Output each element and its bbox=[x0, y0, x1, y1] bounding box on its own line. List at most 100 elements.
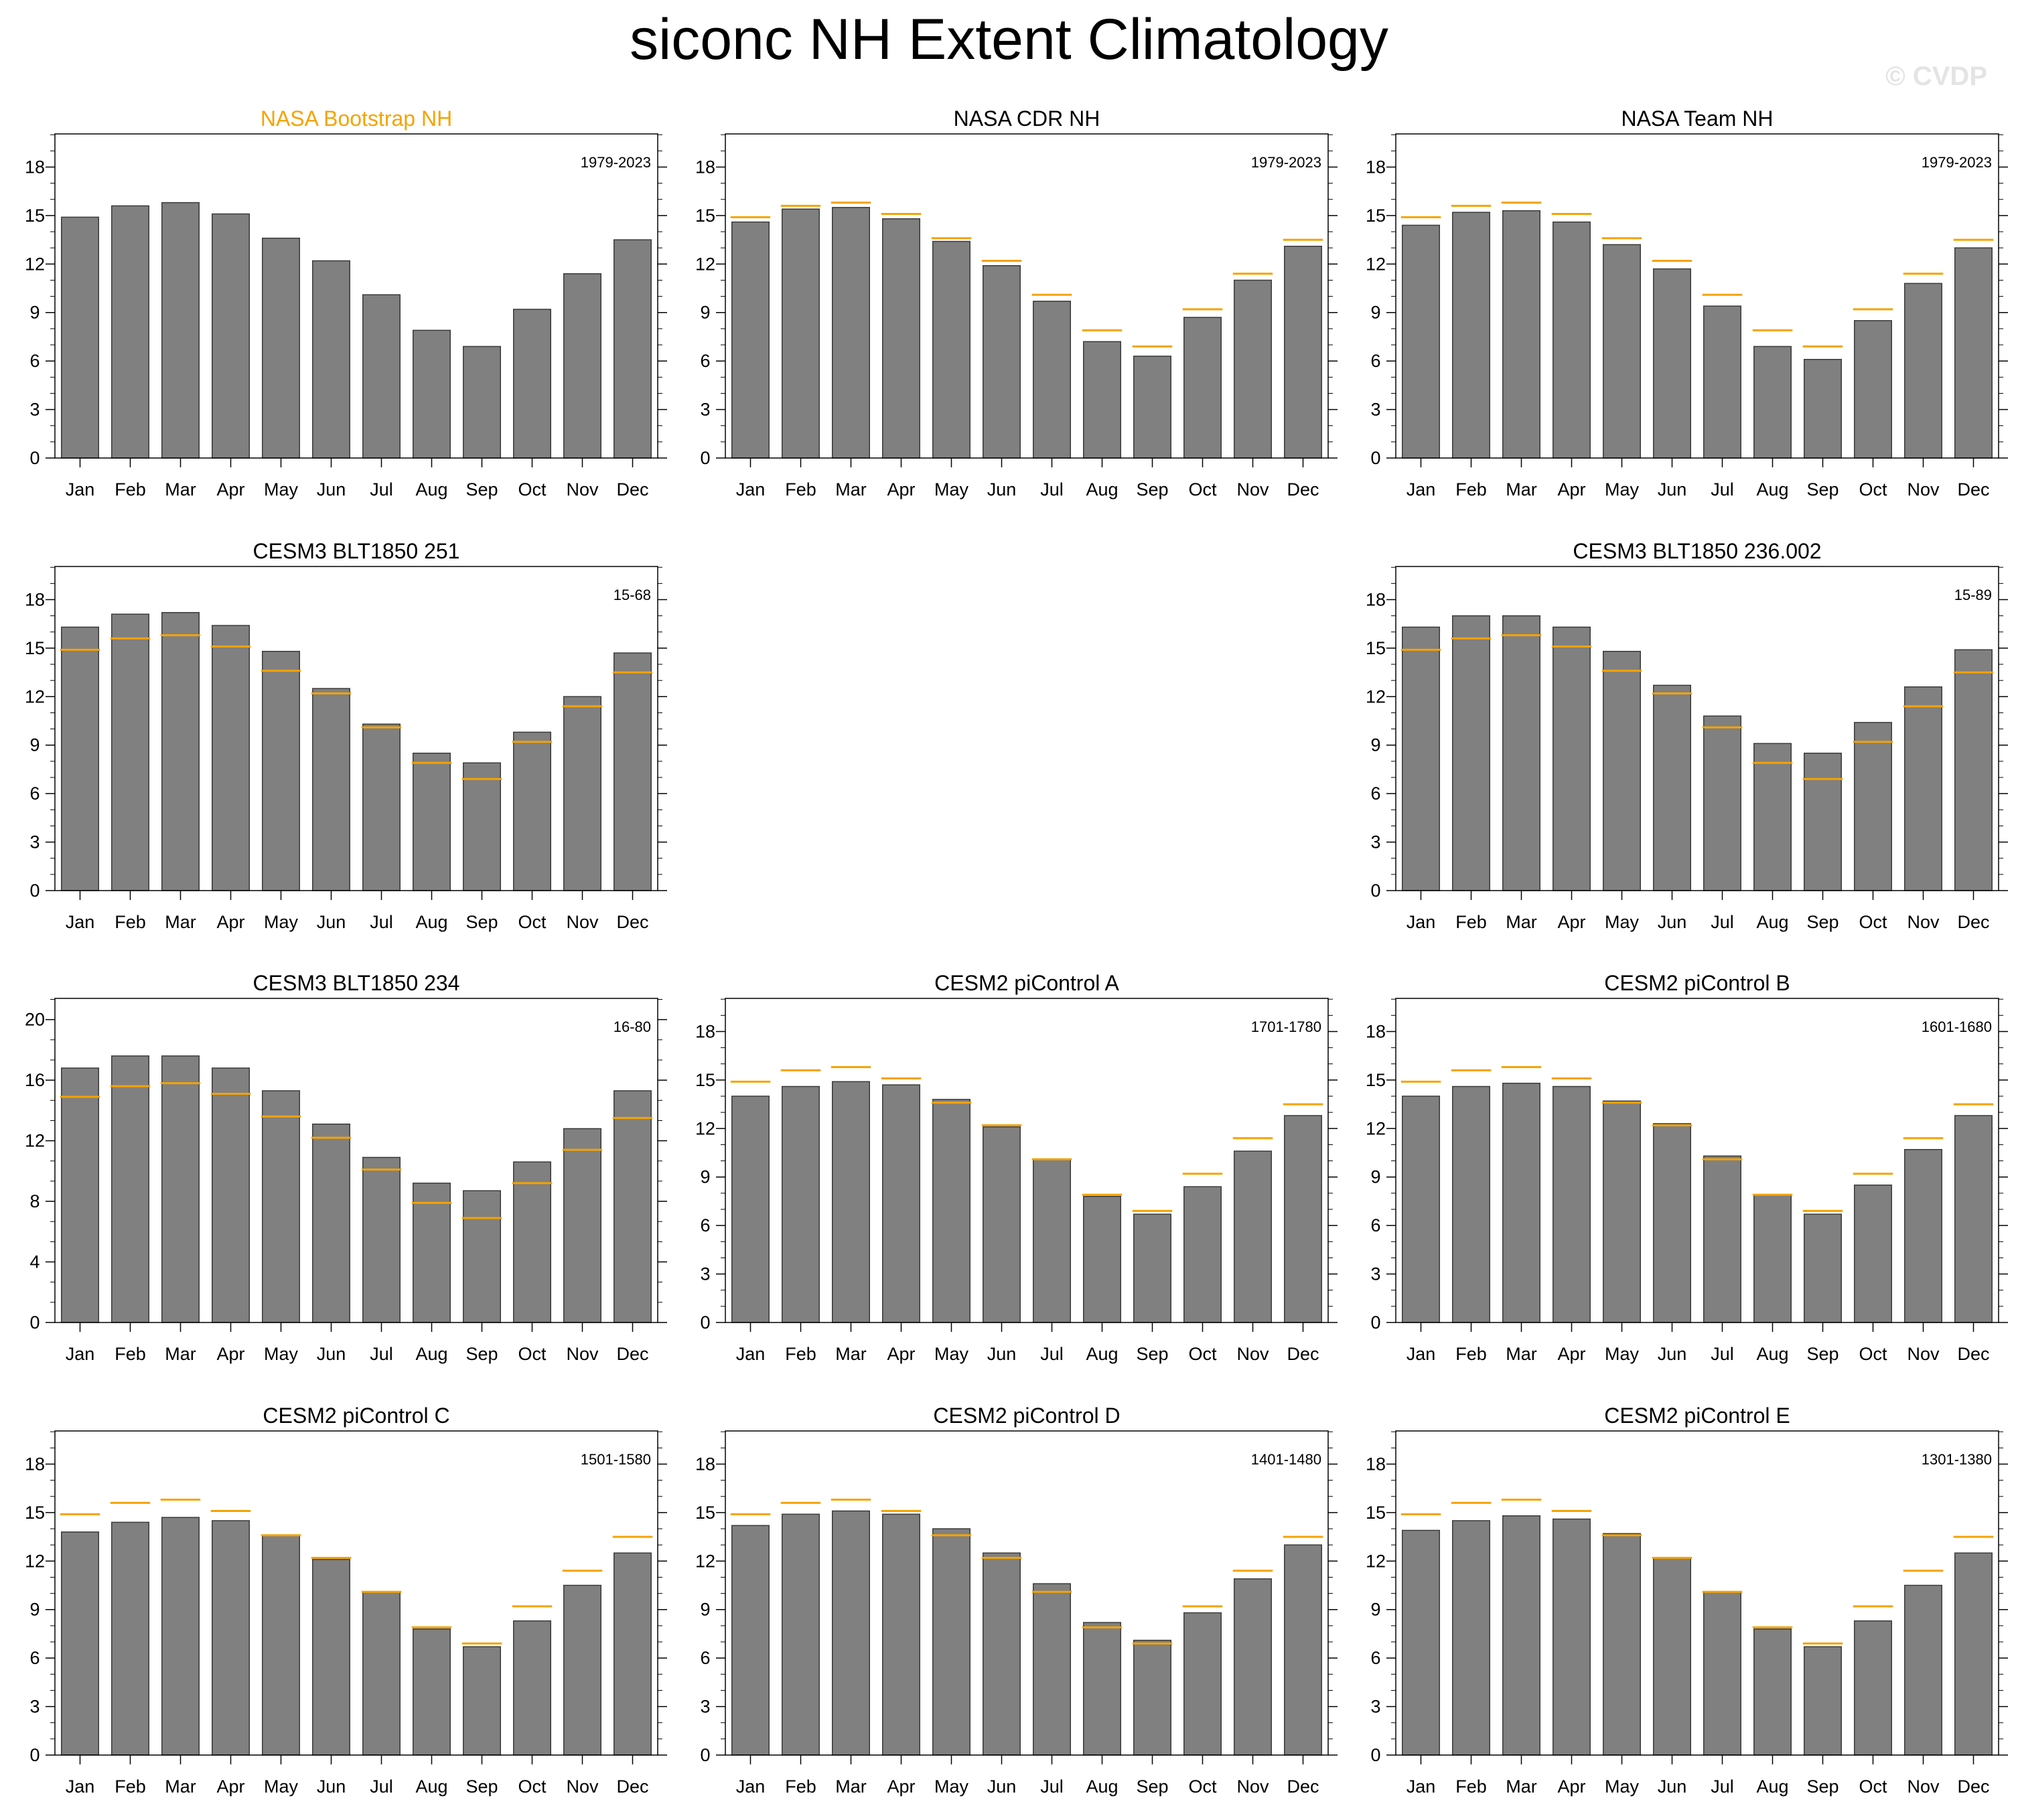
bar-dec bbox=[1284, 246, 1322, 459]
bar-mar bbox=[1502, 1515, 1540, 1756]
bar-may bbox=[932, 1528, 970, 1756]
y-tick-label: 15 bbox=[1366, 206, 1386, 226]
x-tick-label: Apr bbox=[887, 479, 915, 500]
bar-aug bbox=[413, 329, 451, 459]
x-tick-label: Apr bbox=[1557, 1344, 1585, 1364]
bar-nov bbox=[1904, 1148, 1942, 1323]
bar-nov bbox=[563, 1584, 601, 1756]
x-tick-label: Nov bbox=[1907, 479, 1940, 500]
bar-oct bbox=[1854, 320, 1892, 459]
x-tick-label: Jul bbox=[370, 912, 393, 932]
y-tick-label: 3 bbox=[29, 832, 40, 852]
period-label: 1601-1680 bbox=[1922, 1018, 1992, 1035]
panel-title: CESM3 BLT1850 234 bbox=[253, 971, 460, 995]
period-label: 15-89 bbox=[1954, 587, 1992, 603]
bar-sep bbox=[1804, 1646, 1842, 1756]
bar-feb bbox=[111, 1055, 149, 1323]
panel-nasa-cdr-nh: NASA CDR NH 1979-2023 0 3 6 9 12 15 18 Jan Feb Mar A… bbox=[695, 106, 1338, 500]
x-tick-label: Apr bbox=[216, 1344, 244, 1364]
panel-nasa-team-nh: NASA Team NH 1979-2023 0 3 6 9 12 15 18 Jan Feb Mar… bbox=[1366, 106, 2008, 500]
bar-aug bbox=[1083, 341, 1121, 459]
x-tick-label: Nov bbox=[566, 1776, 599, 1797]
bar-nov bbox=[1904, 1584, 1942, 1756]
x-tick-label: Apr bbox=[1557, 912, 1585, 932]
bar-feb bbox=[1452, 212, 1490, 459]
bar-may bbox=[1603, 1533, 1641, 1756]
x-tick-label: May bbox=[264, 479, 299, 500]
bar-dec bbox=[1284, 1544, 1322, 1756]
x-tick-label: Mar bbox=[1506, 479, 1537, 500]
x-tick-label: Aug bbox=[415, 479, 447, 500]
bar-sep bbox=[463, 346, 501, 459]
y-tick-label: 8 bbox=[29, 1191, 40, 1211]
bar-may bbox=[1603, 1100, 1641, 1323]
bar-jan bbox=[1402, 224, 1440, 459]
x-tick-label: Aug bbox=[1756, 1344, 1788, 1364]
x-tick-label: Feb bbox=[115, 1776, 146, 1797]
bar-apr bbox=[1553, 1085, 1591, 1323]
x-tick-label: Nov bbox=[1236, 479, 1269, 500]
bar-dec bbox=[614, 1552, 652, 1756]
bar-dec bbox=[1954, 649, 1993, 891]
x-tick-label: Jul bbox=[1040, 1344, 1064, 1364]
bar-jan bbox=[731, 221, 770, 459]
x-tick-label: Oct bbox=[1859, 912, 1887, 932]
bar-jul bbox=[1033, 1158, 1071, 1323]
bar-oct bbox=[1183, 317, 1222, 459]
bar-jan bbox=[61, 216, 99, 459]
bar-jan bbox=[731, 1095, 770, 1323]
x-tick-label: Jul bbox=[1711, 479, 1734, 500]
panel-title: CESM3 BLT1850 236.002 bbox=[1573, 539, 1821, 563]
y-tick-label: 6 bbox=[1370, 783, 1380, 804]
bar-feb bbox=[782, 1085, 820, 1323]
y-tick-label: 15 bbox=[695, 1070, 715, 1090]
x-tick-label: Jul bbox=[1711, 1344, 1734, 1364]
panel-cesm2-picontrol-b: CESM2 piControl B 1601-1680 0 3 6 9 12 15 18 Jan F… bbox=[1366, 971, 2008, 1364]
bar-mar bbox=[161, 1517, 200, 1756]
x-tick-label: Jun bbox=[987, 1776, 1017, 1797]
y-tick-label: 16 bbox=[25, 1070, 45, 1090]
y-tick-label: 0 bbox=[1370, 1745, 1380, 1765]
y-tick-label: 3 bbox=[29, 400, 40, 420]
x-tick-label: Mar bbox=[1506, 1344, 1537, 1364]
period-label: 1401-1480 bbox=[1251, 1451, 1321, 1468]
bar-jul bbox=[362, 723, 401, 891]
y-tick-label: 0 bbox=[29, 1745, 40, 1765]
x-tick-label: Mar bbox=[835, 1776, 867, 1797]
bar-oct bbox=[513, 731, 551, 891]
x-tick-label: Dec bbox=[1287, 479, 1319, 500]
period-label: 1301-1380 bbox=[1922, 1451, 1992, 1468]
x-tick-label: Sep bbox=[465, 479, 498, 500]
bar-apr bbox=[882, 1084, 920, 1323]
bar-oct bbox=[513, 309, 551, 459]
y-tick-label: 18 bbox=[1366, 157, 1386, 177]
x-tick-label: Sep bbox=[465, 1776, 498, 1797]
x-tick-label: Jul bbox=[1711, 1776, 1734, 1797]
x-tick-label: Jun bbox=[1658, 912, 1687, 932]
bar-aug bbox=[1753, 1194, 1792, 1323]
y-tick-label: 15 bbox=[1366, 1070, 1386, 1090]
panel-cesm3-blt1850-234: CESM3 BLT1850 234 16-80 0 4 8 12 16 20 Jan Feb Mar… bbox=[25, 971, 667, 1364]
x-tick-label: Oct bbox=[518, 479, 547, 500]
panel-cesm3-blt1850-251: CESM3 BLT1850 251 15-68 0 3 6 9 12 15 18 Jan Feb Ma… bbox=[25, 539, 667, 932]
bar-jul bbox=[1033, 301, 1071, 459]
bar-apr bbox=[212, 1067, 250, 1323]
bar-jul bbox=[362, 294, 401, 459]
bar-mar bbox=[1502, 615, 1540, 891]
x-tick-label: Mar bbox=[165, 1776, 196, 1797]
x-tick-label: Oct bbox=[518, 912, 547, 932]
y-tick-label: 0 bbox=[700, 448, 710, 468]
x-tick-label: May bbox=[934, 479, 969, 500]
x-tick-label: Jun bbox=[1658, 1344, 1687, 1364]
x-tick-label: May bbox=[934, 1344, 969, 1364]
bar-nov bbox=[1234, 1150, 1272, 1323]
y-tick-label: 12 bbox=[25, 254, 45, 274]
plot-frame bbox=[54, 133, 658, 459]
y-tick-label: 6 bbox=[29, 783, 40, 804]
bar-sep bbox=[463, 1190, 501, 1323]
bar-apr bbox=[882, 218, 920, 459]
x-tick-label: Nov bbox=[1236, 1776, 1269, 1797]
x-tick-label: Aug bbox=[1756, 1776, 1788, 1797]
x-tick-label: Sep bbox=[1806, 1344, 1839, 1364]
